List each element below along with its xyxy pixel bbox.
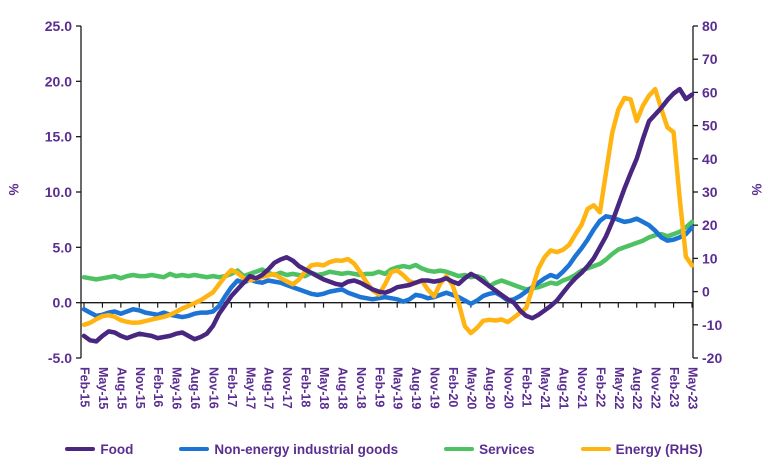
series-line-non-energy-industrial-goods (81, 214, 695, 320)
right-axis-tick-label: 60 (702, 84, 718, 100)
right-axis-tick-label: 40 (702, 151, 718, 167)
legend-label-energy-rhs: Energy (RHS) (615, 441, 703, 457)
legend-label-non-energy-industrial-goods: Non-energy industrial goods (214, 441, 399, 457)
x-axis-tick-label: May-17 (243, 367, 257, 409)
legend-label-food: Food (100, 441, 134, 457)
right-axis-tick-label: 0 (702, 284, 710, 300)
x-axis-tick-label: May-16 (170, 367, 184, 409)
legend-swatch-non-energy-industrial-goods (179, 446, 210, 452)
x-axis-tick-label: Aug-18 (335, 367, 349, 409)
left-axis-title: % (6, 183, 22, 196)
right-axis-tick-label: 70 (702, 51, 718, 67)
left-axis-tick-label: 0.0 (53, 295, 73, 311)
left-axis-tick-label: 15.0 (45, 129, 72, 145)
right-axis-title: % (749, 183, 765, 196)
x-axis-tick-label: Nov-21 (575, 367, 589, 409)
x-axis-tick-label: Feb-17 (225, 367, 239, 407)
x-axis-tick-label: Feb-16 (151, 367, 165, 407)
x-axis-tick-label: Feb-21 (520, 367, 534, 407)
left-axis-tick-label: 20.0 (45, 73, 72, 89)
legend-item-food[interactable]: Food (65, 442, 133, 457)
x-axis-tick-label: Feb-20 (446, 367, 460, 407)
x-axis-tick-label: May-15 (96, 367, 110, 409)
x-axis-tick-label: Aug-20 (483, 367, 497, 409)
x-axis-tick-label: Aug-17 (262, 367, 276, 409)
plot-area: 25.0 20.0 15.0 10.0 5.0 0.0 -5.0 80 70 60 50 40 30 20… (45, 18, 723, 409)
x-axis-tick-label: Aug-21 (557, 367, 571, 409)
x-axis-tick-label: Feb-23 (667, 367, 681, 407)
left-axis-tick-label: 25.0 (45, 18, 72, 34)
x-axis-tick-label: Nov-15 (133, 367, 147, 409)
legend-item-energy-rhs[interactable]: Energy (RHS) (580, 441, 703, 457)
left-axis-tick-label: 10.0 (45, 184, 72, 200)
right-axis-tick-label: -20 (702, 350, 722, 366)
legend-item-services[interactable]: Services (444, 442, 535, 457)
right-axis-tick-label: 30 (702, 184, 718, 200)
x-axis-tick-label: Feb-19 (372, 367, 386, 407)
left-axis-tick-label: 5.0 (53, 239, 73, 255)
legend-item-non-energy-industrial-goods[interactable]: Non-energy industrial goods (179, 442, 398, 457)
x-axis-tick-label: Nov-20 (501, 367, 515, 409)
x-axis-tick-label: May-19 (391, 367, 405, 409)
x-axis-tick-label: Nov-22 (649, 367, 663, 409)
x-axis-tick-label: May-22 (612, 367, 626, 409)
legend-swatch-food (65, 446, 96, 452)
x-axis-tick-label: Aug-16 (188, 367, 202, 409)
x-axis-tick-label: May-21 (538, 367, 552, 409)
x-axis-tick-label: May-20 (464, 367, 478, 409)
right-axis-tick-label: 80 (702, 18, 718, 34)
legend-swatch-services (444, 446, 475, 452)
x-axis-tick-label: May-18 (317, 367, 331, 409)
x-axis-tick-label: Aug-19 (409, 367, 423, 409)
x-axis-tick-label: Nov-18 (354, 367, 368, 409)
left-axis-tick-label: -5.0 (48, 350, 72, 366)
x-axis-tick-label: Feb-22 (593, 367, 607, 407)
x-axis-tick-label: Nov-16 (206, 367, 220, 409)
x-axis-tick-label: Feb-18 (299, 367, 313, 407)
series-line-energy-rhs (81, 86, 695, 336)
x-axis-tick-label: Aug-15 (114, 367, 128, 409)
chart-legend: Food Non-energy industrial goods Service… (0, 437, 768, 461)
x-axis-tick-label: Feb-15 (78, 367, 92, 407)
right-axis-tick-label: 20 (702, 217, 718, 233)
right-axis-tick-label: 50 (702, 118, 718, 134)
x-axis-tick-label: May-23 (686, 367, 700, 409)
legend-swatch-energy-rhs (580, 446, 611, 452)
x-axis-tick-label: Aug-22 (630, 367, 644, 409)
legend-label-services: Services (479, 441, 535, 457)
series-line-food (81, 86, 695, 344)
right-axis-tick-label: -10 (702, 317, 722, 333)
x-axis-tick-label: Nov-19 (428, 367, 442, 409)
series-line-services (81, 219, 695, 292)
right-axis-tick-label: 10 (702, 250, 718, 266)
x-axis-tick-label: Nov-17 (280, 367, 294, 409)
